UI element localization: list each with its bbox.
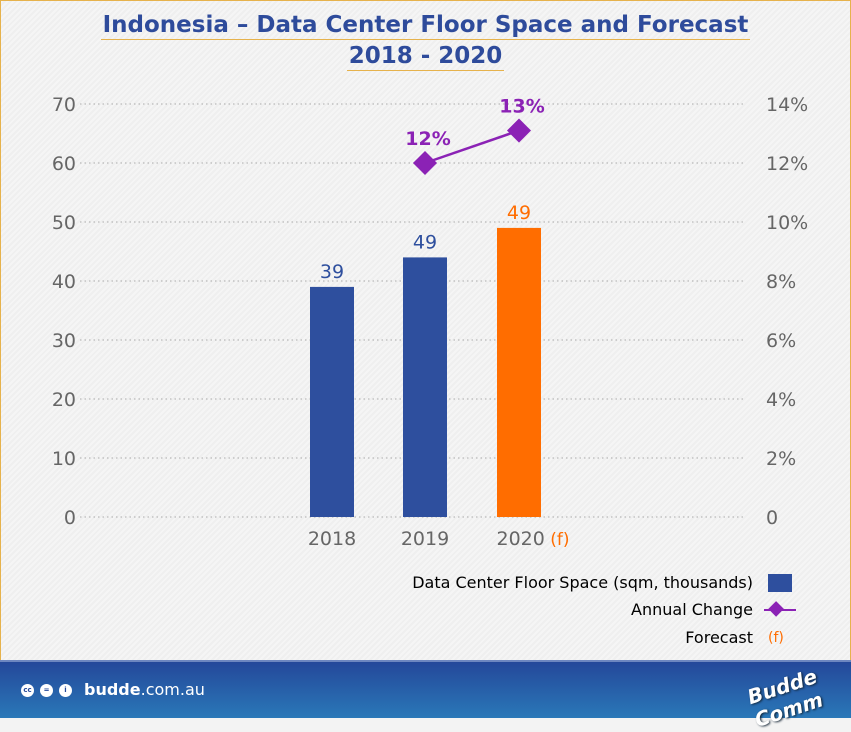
annual-change-marker — [506, 118, 532, 143]
y2-tick-label: 4% — [766, 389, 796, 411]
y2-tick-label: 0 — [766, 507, 778, 529]
y-tick-label: 20 — [52, 389, 76, 411]
bar-data-label: 49 — [507, 202, 531, 224]
x-tick-label: 2019 — [401, 528, 449, 550]
by-icon: i — [59, 684, 72, 697]
legend-item-forecast: Forecast — [685, 628, 753, 648]
cc-icon: cc — [21, 684, 34, 697]
bar-2019 — [403, 257, 447, 517]
legend-swatch-bar — [768, 574, 792, 592]
y2-tick-label: 2% — [766, 448, 796, 470]
line-data-label: 12% — [405, 128, 450, 150]
x-tick-label: 2018 — [308, 528, 356, 550]
buddecomm-logo: Budde Comm — [744, 664, 826, 732]
annual-change-line — [424, 129, 520, 165]
y2-tick-label: 10% — [766, 212, 808, 234]
bar-data-label: 49 — [413, 231, 437, 253]
footer: cc = i budde.com.au Budde Comm — [0, 660, 851, 732]
annual-change-marker — [412, 150, 438, 176]
y-tick-label: 50 — [52, 212, 76, 234]
y-tick-label: 30 — [52, 330, 76, 352]
legend-label: Forecast — [685, 628, 753, 647]
y-tick-label: 40 — [52, 271, 76, 293]
y2-tick-label: 6% — [766, 330, 796, 352]
site-bold: budde — [84, 680, 141, 699]
y2-tick-label: 12% — [766, 153, 808, 175]
chart-plot: 0 10 20 30 40 50 60 70 0 2% 4% 6% 8% 10% 12% 14% 39 49 49 2… — [52, 94, 808, 550]
y-tick-label: 70 — [52, 94, 76, 116]
y-tick-label: 0 — [64, 507, 76, 529]
line-data-label: 13% — [499, 96, 544, 118]
y2-tick-label: 14% — [766, 94, 808, 116]
bar-data-label: 39 — [320, 261, 344, 283]
y2-tick-label: 8% — [766, 271, 796, 293]
legend-label: Data Center Floor Space (sqm, thousands) — [412, 573, 753, 592]
bar-2020 — [497, 227, 541, 517]
bar-2018 — [310, 286, 354, 517]
chart-subtitle-text: 2018 - 2020 — [346, 43, 505, 71]
legend-item-annual-change: Annual Change — [631, 600, 753, 620]
chart-subtitle: 2018 - 2020 — [0, 43, 851, 71]
site-rest: .com.au — [140, 680, 205, 699]
x-tick-label: 2020 (f) — [496, 528, 569, 550]
y-tick-label: 60 — [52, 153, 76, 175]
site-link[interactable]: budde.com.au — [84, 680, 205, 699]
nd-icon: = — [40, 684, 53, 697]
legend-label: Annual Change — [631, 600, 753, 619]
legend-swatch-line — [764, 601, 796, 617]
legend-forecast-marker: (f) — [768, 630, 784, 646]
legend-item-floor-space: Data Center Floor Space (sqm, thousands) — [412, 573, 753, 593]
y-tick-label: 10 — [52, 448, 76, 470]
chart-title: Indonesia – Data Center Floor Space and … — [0, 12, 851, 40]
chart-title-text: Indonesia – Data Center Floor Space and … — [100, 12, 751, 40]
